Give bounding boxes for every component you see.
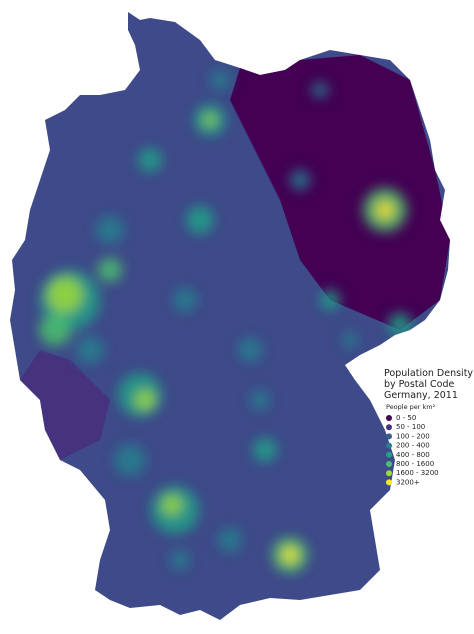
- urban-area: [96, 216, 124, 244]
- legend: Population Density by Postal Code German…: [384, 368, 473, 486]
- legend-label: 200 - 400: [396, 442, 430, 450]
- legend-swatch: [386, 479, 392, 486]
- legend-label: 800 - 1600: [396, 460, 434, 468]
- legend-swatch: [386, 415, 392, 421]
- urban-area: [135, 390, 155, 410]
- urban-areas: [39, 70, 412, 573]
- urban-area: [39, 314, 71, 346]
- legend-label: 100 - 200: [396, 432, 430, 440]
- legend-swatch: [386, 470, 392, 477]
- legend-swatch: [386, 451, 392, 458]
- urban-area: [186, 206, 214, 234]
- low-density-east: [230, 55, 450, 330]
- legend-swatch: [386, 442, 392, 449]
- legend-label: 50 - 100: [396, 423, 425, 431]
- urban-area: [253, 438, 277, 462]
- legend-title: People per km²: [386, 403, 436, 411]
- urban-area: [312, 82, 328, 98]
- low-density-west: [20, 350, 110, 460]
- title-line: Germany, 2011: [384, 390, 458, 401]
- legend-swatch: [386, 461, 392, 467]
- urban-area: [238, 338, 262, 362]
- legend-swatch: [386, 433, 392, 440]
- urban-area: [320, 290, 340, 310]
- legend-label: 3200+: [396, 478, 420, 486]
- urban-area: [47, 277, 83, 313]
- urban-area: [388, 313, 412, 337]
- urban-area: [114, 444, 146, 476]
- legend-label: 1600 - 3200: [396, 469, 439, 477]
- urban-area: [98, 258, 122, 282]
- urban-area: [210, 70, 230, 90]
- legend-swatch: [386, 424, 392, 431]
- legend-label: 0 - 50: [396, 414, 416, 422]
- title-line: Population Density: [384, 368, 473, 379]
- urban-area: [290, 170, 310, 190]
- urban-area: [76, 336, 104, 364]
- legend-label: 400 - 800: [396, 451, 430, 459]
- title-line: by Postal Code: [384, 379, 455, 390]
- urban-area: [170, 550, 190, 570]
- urban-area: [218, 528, 242, 552]
- urban-area: [162, 495, 182, 515]
- urban-area: [282, 547, 298, 563]
- urban-area: [376, 201, 394, 219]
- urban-area: [342, 332, 358, 348]
- urban-area: [138, 148, 162, 172]
- urban-area: [204, 114, 216, 126]
- urban-area: [250, 390, 270, 410]
- urban-area: [173, 288, 197, 312]
